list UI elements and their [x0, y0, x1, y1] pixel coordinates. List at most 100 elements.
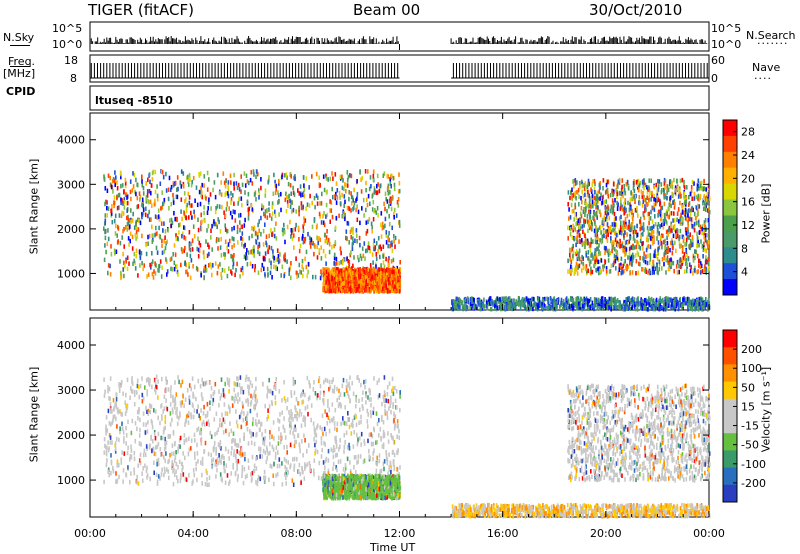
echo-cell [613, 240, 615, 245]
echo-cell [568, 207, 570, 212]
echo-cell [638, 187, 640, 192]
echo-cell [240, 224, 243, 229]
echo-cell [397, 197, 400, 202]
echo-cell [487, 301, 489, 307]
echo-cell [693, 211, 696, 217]
echo-cell [598, 270, 600, 276]
echo-cell [623, 220, 625, 226]
echo-cell [274, 209, 276, 215]
echo-cell [569, 269, 571, 275]
echo-cell [311, 200, 313, 206]
echo-cell [129, 224, 131, 229]
echo-cell [161, 170, 164, 175]
echo-cell [360, 189, 363, 194]
echo-cell [644, 204, 646, 209]
echo-cell [479, 306, 482, 312]
echo-cell [690, 243, 693, 248]
echo-cell [325, 235, 328, 240]
echo-cell [382, 254, 385, 259]
echo-cell [226, 245, 228, 251]
nave-tick-low: 0 [711, 72, 718, 85]
echo-cell [697, 253, 699, 259]
echo-cell [614, 296, 616, 302]
echo-cell [654, 214, 656, 219]
echo-cell [188, 195, 191, 200]
echo-cell [261, 262, 264, 268]
echo-cell [344, 280, 346, 285]
echo-cell [699, 270, 702, 275]
echo-cell [193, 234, 196, 239]
echo-cell [375, 190, 378, 196]
echo-cell [104, 218, 107, 223]
echo-cell [647, 229, 650, 234]
echo-cell [308, 235, 311, 241]
echo-cell [681, 220, 684, 225]
echo-cell [194, 198, 196, 203]
echo-cell [219, 245, 222, 250]
echo-cell [624, 224, 627, 229]
echo-cell [118, 213, 121, 218]
echo-cell [584, 200, 586, 206]
echo-cell [262, 242, 265, 247]
echo-cell [452, 306, 455, 312]
echo-cell [339, 174, 342, 180]
echo-cell [390, 269, 392, 275]
nsearch-tick-high: 10^5 [711, 22, 742, 35]
echo-cell [319, 214, 321, 219]
echo-cell [301, 236, 304, 241]
echo-cell [688, 297, 690, 302]
echo-cell [677, 300, 679, 306]
echo-cell [382, 173, 385, 178]
echo-cell [273, 264, 275, 269]
echo-cell [458, 296, 460, 302]
echo-cell [695, 220, 698, 226]
echo-cell [366, 202, 369, 208]
echo-cell [331, 214, 334, 220]
echo-cell [684, 207, 687, 213]
echo-cell [289, 172, 291, 177]
echo-cell [384, 206, 386, 212]
echo-cell [592, 239, 594, 244]
echo-cell [663, 255, 666, 261]
echo-cell [389, 243, 391, 249]
echo-cell [165, 188, 168, 193]
echo-cell [218, 237, 220, 243]
echo-cell [232, 209, 235, 214]
echo-cell [300, 270, 302, 275]
echo-cell [660, 216, 662, 222]
echo-cell [356, 272, 359, 277]
echo-cell [633, 229, 636, 235]
echo-cell [569, 303, 572, 309]
echo-cell [187, 182, 190, 187]
echo-cell [541, 302, 544, 307]
echo-cell [148, 233, 151, 239]
echo-cell [667, 303, 670, 308]
echo-cell [372, 199, 375, 205]
echo-cell [223, 180, 226, 186]
echo-cell [152, 233, 154, 238]
echo-cell [647, 237, 649, 243]
echo-cell [368, 216, 371, 222]
echo-cell [533, 300, 536, 306]
echo-cell [207, 206, 209, 211]
echo-cell [625, 297, 628, 302]
echo-cell [322, 267, 324, 272]
echo-cell [602, 194, 604, 200]
echo-cell [615, 188, 617, 193]
echo-cell [608, 296, 611, 302]
echo-cell [644, 304, 647, 309]
echo-cell [201, 219, 203, 224]
echo-cell [672, 233, 675, 239]
echo-cell [329, 279, 332, 284]
echo-cell [214, 194, 217, 200]
echo-cell [285, 172, 288, 177]
echo-cell [208, 177, 210, 182]
echo-cell [169, 218, 171, 223]
echo-cell [672, 243, 674, 249]
echo-cell [333, 243, 335, 249]
echo-cell [242, 271, 244, 276]
echo-cell [668, 229, 671, 234]
echo-cell [224, 184, 227, 189]
echo-cell [308, 185, 310, 190]
